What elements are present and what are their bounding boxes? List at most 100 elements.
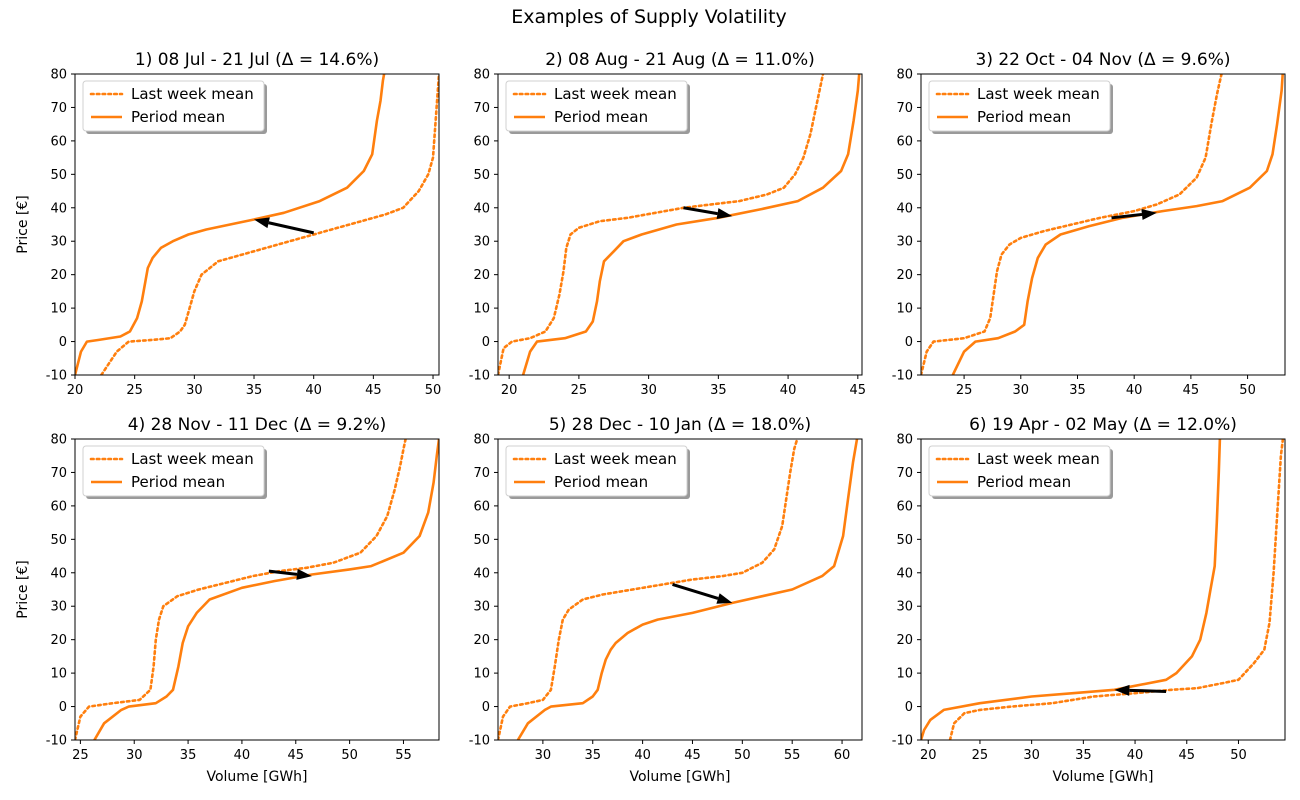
y-tick-label: 10	[473, 667, 490, 682]
y-tick-label: 30	[896, 600, 913, 615]
series-line-last-week-mean	[75, 439, 407, 740]
x-tick-label: 45	[365, 383, 382, 398]
x-tick-label: 45	[287, 748, 304, 763]
y-tick-label: 20	[896, 268, 913, 283]
y-axis-label: Price [€]	[15, 560, 31, 618]
x-tick-label: 30	[1023, 748, 1040, 763]
x-tick-label: 55	[784, 748, 801, 763]
axes-frame	[74, 438, 440, 741]
y-tick-label: 80	[50, 68, 67, 83]
series-line-period-mean	[921, 439, 1222, 740]
series-line-last-week-mean	[498, 439, 799, 740]
y-tick-label: 20	[50, 633, 67, 648]
legend: Last week mean Period mean	[82, 80, 267, 134]
x-tick-label: 35	[246, 383, 263, 398]
x-tick-label: 35	[1075, 748, 1092, 763]
y-tick-label: 30	[473, 600, 490, 615]
series-line-period-mean	[516, 439, 859, 740]
x-tick-label: 50	[341, 748, 358, 763]
figure-title: Examples of Supply Volatility	[511, 6, 787, 28]
subplot-6: 6) 19 Apr - 02 May (Δ = 12.0%) -10 0 10 20 30…	[892, 415, 1286, 785]
axes-frame	[497, 438, 863, 741]
x-tick-label: 25	[571, 383, 588, 398]
subplot-title: 5) 28 Dec - 10 Jan (Δ = 18.0%)	[549, 415, 811, 435]
y-tick-label: 60	[473, 499, 490, 514]
legend: Last week mean Period mean	[928, 80, 1113, 134]
x-tick-label: 35	[1069, 383, 1086, 398]
shift-arrow	[683, 206, 733, 220]
legend-label: Period mean	[554, 473, 648, 491]
y-tick-label: 10	[896, 667, 913, 682]
subplot-3: 3) 22 Oct - 04 Nov (Δ = 9.6%) -10 0 10 20 30 4…	[892, 50, 1286, 398]
y-tick-label: 80	[50, 433, 67, 448]
x-tick-label: 30	[1013, 383, 1030, 398]
y-tick-label: 70	[50, 101, 67, 116]
x-tick-label: 30	[186, 383, 203, 398]
y-tick-label: 10	[50, 302, 67, 317]
y-tick-label: 50	[50, 533, 67, 548]
legend-label: Last week mean	[554, 85, 677, 103]
subplot-2: 2) 08 Aug - 21 Aug (Δ = 11.0%) -10 0 10 20 30…	[469, 50, 866, 398]
y-tick-label: -10	[892, 369, 913, 384]
x-axis-label: Volume [GWh]	[206, 769, 307, 785]
shift-arrow	[672, 583, 733, 604]
y-tick-label: 40	[50, 201, 67, 216]
axes-frame	[920, 438, 1286, 741]
y-tick-label: 0	[905, 700, 913, 715]
y-tick-label: 0	[905, 335, 913, 350]
series-line-last-week-mean	[921, 74, 1223, 375]
x-tick-label: 45	[1178, 748, 1195, 763]
y-tick-label: 0	[59, 335, 67, 350]
legend-label: Period mean	[554, 108, 648, 126]
series-line-last-week-mean	[498, 74, 825, 375]
legend: Last week mean Period mean	[505, 80, 690, 134]
y-tick-label: 20	[473, 268, 490, 283]
y-tick-label: 80	[473, 68, 490, 83]
x-tick-label: 40	[234, 748, 251, 763]
series-line-period-mean	[951, 74, 1284, 375]
y-tick-label: 40	[473, 566, 490, 581]
y-tick-label: 20	[473, 633, 490, 648]
legend-label: Period mean	[131, 473, 225, 491]
x-axis-label: Volume [GWh]	[629, 769, 730, 785]
y-tick-label: 0	[482, 700, 490, 715]
x-tick-label: 60	[834, 748, 851, 763]
y-tick-label: -10	[46, 734, 67, 749]
subplot-title: 4) 28 Nov - 11 Dec (Δ = 9.2%)	[128, 415, 386, 435]
y-tick-label: 80	[896, 433, 913, 448]
x-tick-label: 35	[180, 748, 197, 763]
legend-label: Last week mean	[977, 85, 1100, 103]
y-tick-label: 70	[896, 101, 913, 116]
x-tick-label: 40	[1127, 748, 1144, 763]
x-tick-label: 35	[584, 748, 601, 763]
x-tick-label: 45	[850, 383, 867, 398]
x-tick-label: 25	[956, 383, 973, 398]
legend-label: Last week mean	[131, 85, 254, 103]
x-tick-label: 45	[684, 748, 701, 763]
series-line-last-week-mean	[948, 439, 1285, 740]
x-tick-label: 45	[1183, 383, 1200, 398]
x-tick-label: 40	[1126, 383, 1143, 398]
subplot-1: 1) 08 Jul - 21 Jul (Δ = 14.6%) -10 0 10 20 30…	[15, 50, 441, 398]
x-tick-label: 40	[634, 748, 651, 763]
y-tick-label: 40	[50, 566, 67, 581]
legend-label: Last week mean	[554, 450, 677, 468]
y-tick-label: 60	[473, 134, 490, 149]
subplot-title: 1) 08 Jul - 21 Jul (Δ = 14.6%)	[135, 50, 379, 70]
legend: Last week mean Period mean	[928, 445, 1113, 499]
legend: Last week mean Period mean	[82, 445, 267, 499]
series-line-period-mean	[75, 74, 386, 375]
y-tick-label: 30	[896, 235, 913, 250]
y-tick-label: 40	[896, 201, 913, 216]
subplot-title: 6) 19 Apr - 02 May (Δ = 12.0%)	[969, 415, 1237, 435]
y-tick-label: -10	[469, 734, 490, 749]
y-tick-label: 60	[50, 134, 67, 149]
y-tick-label: 80	[473, 433, 490, 448]
x-tick-label: 30	[126, 748, 143, 763]
y-tick-label: 30	[50, 600, 67, 615]
legend-label: Period mean	[977, 108, 1071, 126]
x-tick-label: 20	[501, 383, 518, 398]
y-tick-label: -10	[892, 734, 913, 749]
y-tick-label: 60	[896, 499, 913, 514]
y-tick-label: 40	[473, 201, 490, 216]
